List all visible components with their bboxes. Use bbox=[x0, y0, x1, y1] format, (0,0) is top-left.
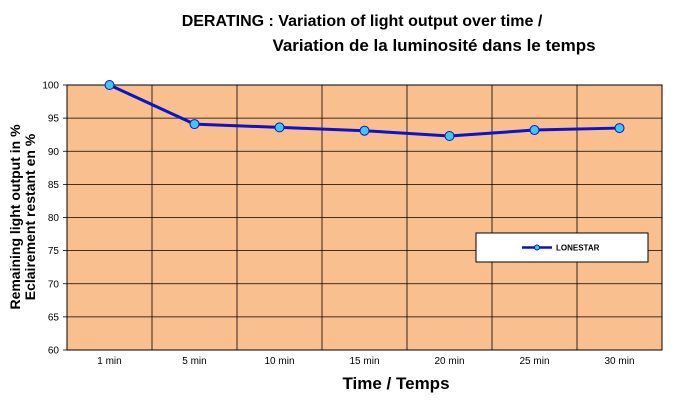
legend-label: LONESTAR bbox=[556, 244, 600, 253]
x-axis-label: Time / Temps bbox=[342, 374, 449, 393]
x-tick-label: 10 min bbox=[264, 356, 294, 367]
legend: LONESTAR bbox=[475, 232, 649, 263]
x-tick-label: 15 min bbox=[349, 356, 379, 367]
y-axis-label-line1: Remaining light output in % bbox=[7, 124, 23, 310]
data-point bbox=[274, 122, 285, 133]
chart-title-line2-text: Variation de la luminosité dans le temps bbox=[272, 36, 596, 55]
y-tick-label: 95 bbox=[48, 114, 60, 125]
data-point bbox=[189, 119, 200, 130]
x-axis-ticks: 1 min 5 min 10 min 15 min 20 min 25 min 30 min bbox=[97, 356, 634, 367]
legend-marker bbox=[534, 244, 540, 251]
y-tick-label: 75 bbox=[48, 246, 60, 257]
data-point bbox=[444, 131, 455, 142]
legend-box bbox=[475, 232, 649, 263]
x-tick-label: 1 min bbox=[97, 356, 121, 367]
data-point bbox=[614, 123, 625, 134]
x-tick-label: 5 min bbox=[182, 356, 206, 367]
chart-title-line2: Variation de la luminosité dans le temps bbox=[0, 36, 700, 56]
data-point bbox=[359, 125, 370, 136]
data-point bbox=[104, 80, 115, 90]
y-axis-label-line2: Eclairement restant en % bbox=[22, 133, 38, 300]
chart-title-line1: DERATING : Variation of light output ove… bbox=[0, 13, 700, 31]
chart-title-line1-text: DERATING : Variation of light output ove… bbox=[181, 13, 543, 30]
y-tick-label: 90 bbox=[48, 147, 60, 158]
x-tick-label: 25 min bbox=[519, 356, 549, 367]
y-tick-label: 60 bbox=[48, 346, 60, 357]
y-tick-label: 85 bbox=[48, 180, 60, 191]
y-tick-label: 65 bbox=[48, 312, 60, 323]
series-layer bbox=[104, 80, 625, 142]
y-tick-label: 80 bbox=[48, 213, 60, 224]
y-tick-label: 70 bbox=[48, 279, 60, 290]
data-point bbox=[529, 125, 540, 136]
x-tick-label: 30 min bbox=[604, 356, 634, 367]
x-tick-label: 20 min bbox=[434, 356, 464, 367]
y-axis-ticks: 60 65 70 75 80 85 90 95 100 bbox=[42, 81, 67, 357]
y-tick-label: 100 bbox=[42, 81, 59, 92]
